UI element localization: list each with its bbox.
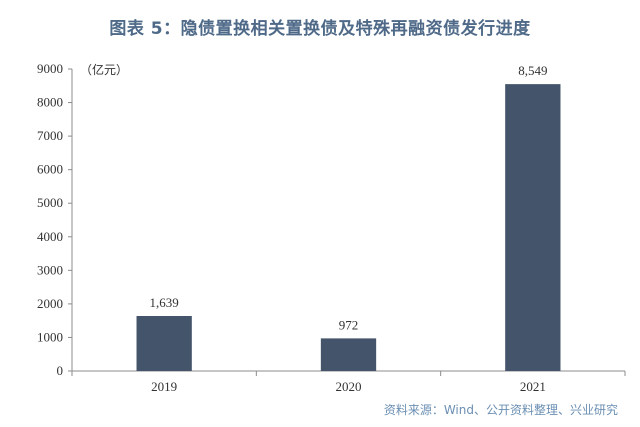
bar-2019	[136, 316, 192, 371]
y-tick-label: 7000	[37, 128, 63, 143]
y-tick-label: 8000	[37, 95, 63, 110]
chart-title: 图表 5：隐债置换相关置换债及特殊再融资债发行进度	[109, 19, 531, 39]
y-tick-label: 9000	[37, 61, 63, 76]
data-label-2019: 1,639	[150, 295, 179, 310]
x-tick-label: 2020	[336, 379, 362, 394]
y-tick-label: 2000	[37, 296, 63, 311]
data-label-2021: 8,549	[518, 63, 547, 78]
y-tick-label: 1000	[37, 329, 63, 344]
x-axis: 2019 2020 2021	[71, 370, 626, 394]
data-label-2020: 972	[339, 317, 359, 332]
data-labels: 1,639 972 8,549	[150, 63, 548, 332]
y-tick-label: 0	[57, 363, 64, 378]
bars	[136, 84, 561, 372]
bar-2021	[505, 84, 561, 372]
source-note: 资料来源：Wind、公开资料整理、兴业研究	[383, 403, 618, 417]
bar-2020	[320, 338, 377, 371]
x-tick-label: 2021	[520, 379, 546, 394]
unit-label: （亿元）	[80, 62, 128, 77]
y-tick-label: 4000	[37, 229, 63, 244]
y-tick-label: 5000	[37, 195, 63, 210]
x-tick-label: 2019	[151, 379, 177, 394]
y-tick-label: 3000	[37, 262, 63, 277]
y-axis: 0 1000 2000 3000 4000 5000 6000 7000 8000 9000	[37, 61, 73, 378]
y-tick-label: 6000	[37, 162, 63, 177]
